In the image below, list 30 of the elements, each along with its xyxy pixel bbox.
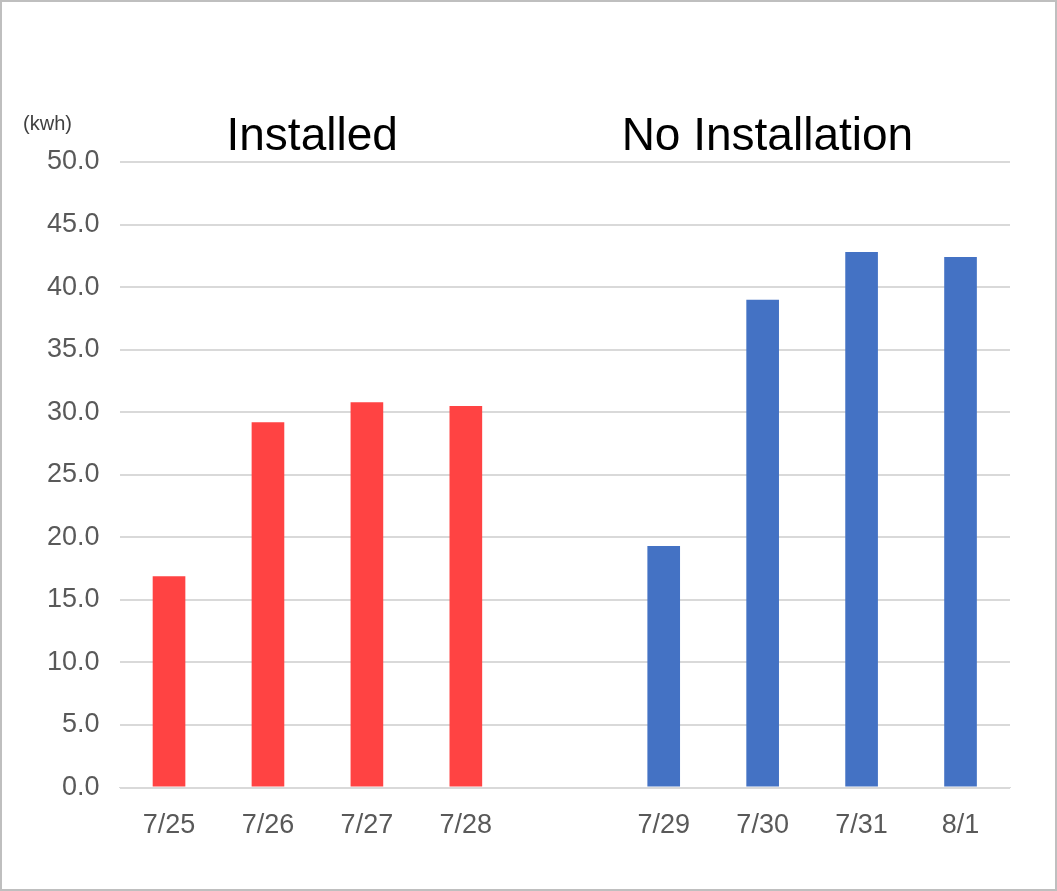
x-tick-label: 8/1 <box>941 809 980 840</box>
y-tick-label: 40.0 <box>46 270 100 301</box>
bar <box>152 576 186 787</box>
y-tick-label: 30.0 <box>46 395 100 426</box>
bar <box>944 257 977 787</box>
y-axis-title: (kwh) <box>23 112 72 134</box>
y-tick-label: 15.0 <box>46 583 100 614</box>
bar <box>845 252 878 787</box>
bar <box>251 422 285 787</box>
x-tick-label: 7/28 <box>439 809 493 840</box>
y-tick-label: 5.0 <box>62 708 100 739</box>
x-tick-label: 7/26 <box>241 809 295 840</box>
text: No Installation <box>621 108 914 160</box>
x-tick-label: 7/31 <box>835 809 888 840</box>
y-tick-label: 20.0 <box>46 520 100 551</box>
bar <box>647 546 681 787</box>
y-tick-label: 10.0 <box>46 645 100 676</box>
x-tick-label: 7/29 <box>637 809 690 840</box>
x-tick-label: 7/25 <box>142 809 196 840</box>
bar <box>746 299 779 787</box>
y-tick-label: 45.0 <box>46 208 100 239</box>
bar <box>449 405 483 787</box>
y-tick-label: 25.0 <box>46 458 100 489</box>
y-tick-label: 0.0 <box>62 771 100 802</box>
y-tick-label: 35.0 <box>46 333 100 364</box>
y-tick-label: 50.0 <box>46 145 100 176</box>
x-tick-label: 7/27 <box>340 809 394 840</box>
bar <box>350 402 384 787</box>
x-tick-label: 7/30 <box>736 809 789 840</box>
text: Installed <box>226 108 398 160</box>
